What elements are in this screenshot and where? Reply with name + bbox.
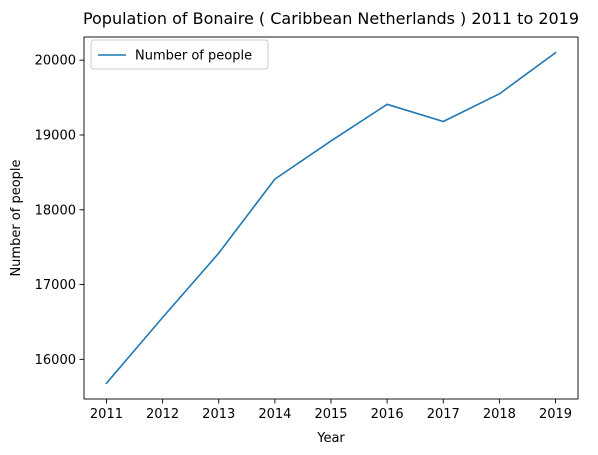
x-tick-label: 2019	[539, 407, 572, 422]
legend: Number of people	[90, 39, 269, 70]
x-tick-label: 2011	[90, 407, 123, 422]
series-line-0	[105, 51, 557, 385]
x-tick-label: 2018	[483, 407, 516, 422]
y-tick-label: 16000	[35, 353, 76, 368]
y-axis-title: Number of people	[9, 159, 24, 276]
x-tick-label: 2014	[258, 407, 291, 422]
x-tick-label: 2012	[146, 407, 179, 422]
y-tick-label: 18000	[35, 203, 76, 218]
x-tick-label: 2017	[427, 407, 460, 422]
chart-title: Population of Bonaire ( Caribbean Nether…	[83, 9, 579, 28]
legend-box	[90, 39, 269, 70]
y-tick-label: 20000	[35, 54, 76, 69]
y-tick-label: 19000	[35, 128, 76, 143]
plot-area: 2011 2012 2013 2014 2015 2016 2017 2018 2019 1600…	[35, 36, 579, 422]
x-axis-title: Year	[316, 431, 345, 446]
y-tick-label: 17000	[35, 278, 76, 293]
legend-label: Number of people	[135, 49, 252, 64]
x-tick-label: 2016	[371, 407, 404, 422]
x-tick-label: 2013	[202, 407, 235, 422]
x-tick-label: 2015	[314, 407, 347, 422]
